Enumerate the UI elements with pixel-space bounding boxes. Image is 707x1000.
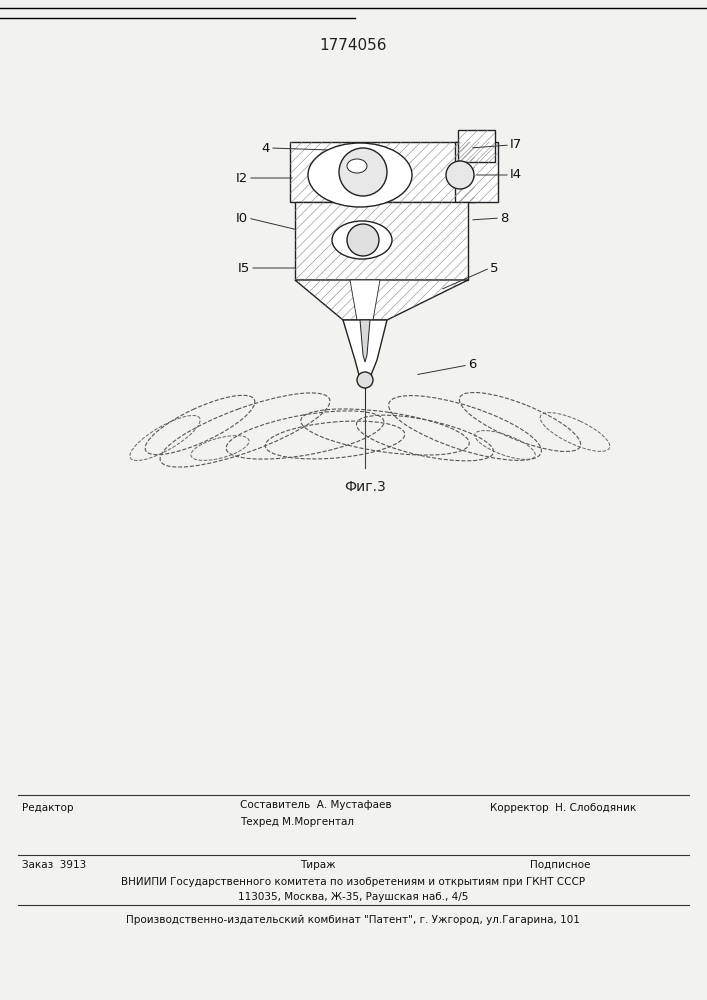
Polygon shape	[360, 320, 370, 362]
Text: I7: I7	[510, 138, 522, 151]
Polygon shape	[295, 280, 468, 320]
Circle shape	[446, 161, 474, 189]
PathPatch shape	[290, 142, 475, 202]
Polygon shape	[343, 320, 387, 379]
Polygon shape	[295, 202, 468, 280]
Polygon shape	[458, 130, 495, 162]
PathPatch shape	[295, 280, 468, 320]
Text: Производственно-издательский комбинат "Патент", г. Ужгород, ул.Гагарина, 101: Производственно-издательский комбинат "П…	[126, 915, 580, 925]
PathPatch shape	[455, 142, 498, 202]
Text: I2: I2	[235, 172, 248, 184]
Text: 8: 8	[500, 212, 508, 225]
Text: I5: I5	[238, 261, 250, 274]
Text: 4: 4	[262, 141, 270, 154]
Text: Редактор: Редактор	[22, 803, 74, 813]
Ellipse shape	[332, 221, 392, 259]
PathPatch shape	[295, 202, 468, 280]
Text: Техред М.Моргентал: Техред М.Моргентал	[240, 817, 354, 827]
Circle shape	[339, 148, 387, 196]
Text: ВНИИПИ Государственного комитета по изобретениям и открытиям при ГКНТ СССР: ВНИИПИ Государственного комитета по изоб…	[121, 877, 585, 887]
Circle shape	[347, 224, 379, 256]
Text: Составитель  А. Мустафаев: Составитель А. Мустафаев	[240, 800, 392, 810]
Ellipse shape	[347, 159, 367, 173]
Polygon shape	[350, 280, 380, 320]
Polygon shape	[455, 142, 498, 202]
Text: I0: I0	[236, 212, 248, 225]
Text: Подписное: Подписное	[530, 860, 590, 870]
Circle shape	[357, 372, 373, 388]
Polygon shape	[290, 142, 475, 202]
Text: Фиг.3: Фиг.3	[344, 480, 386, 494]
Text: I4: I4	[510, 168, 522, 182]
Text: 113035, Москва, Ж-35, Раушская наб., 4/5: 113035, Москва, Ж-35, Раушская наб., 4/5	[238, 892, 468, 902]
Ellipse shape	[308, 143, 412, 207]
Text: Корректор  Н. Слободяник: Корректор Н. Слободяник	[490, 803, 636, 813]
Text: 5: 5	[490, 261, 498, 274]
Text: 1774056: 1774056	[320, 38, 387, 53]
Text: Тираж: Тираж	[300, 860, 336, 870]
PathPatch shape	[458, 130, 495, 162]
Text: 6: 6	[468, 359, 477, 371]
Text: Заказ  3913: Заказ 3913	[22, 860, 86, 870]
